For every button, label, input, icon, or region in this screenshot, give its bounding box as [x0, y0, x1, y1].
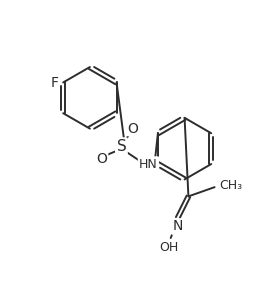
Text: S: S: [117, 139, 126, 154]
Text: F: F: [50, 76, 59, 90]
Text: HN: HN: [139, 158, 158, 171]
Text: CH₃: CH₃: [219, 179, 242, 192]
Text: N: N: [173, 219, 183, 234]
Text: OH: OH: [160, 241, 179, 254]
Text: O: O: [97, 152, 108, 166]
Text: O: O: [127, 122, 139, 136]
